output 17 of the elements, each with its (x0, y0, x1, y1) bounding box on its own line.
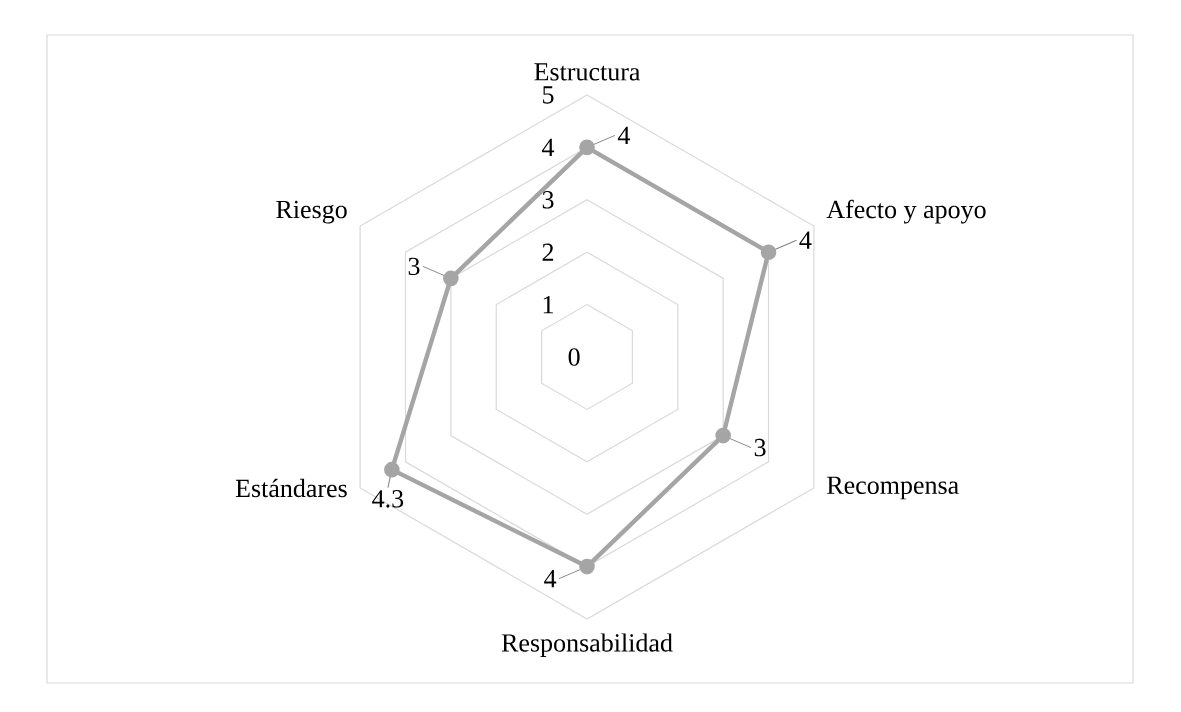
y-tick-label: 2 (542, 243, 554, 261)
spoke-label: Recompensa (827, 476, 959, 500)
y-tick-label: 3 (542, 191, 554, 209)
y-tick-label: 5 (543, 86, 554, 104)
spoke-label: Responsabilidad (501, 633, 673, 657)
y-tick-label: 1 (543, 296, 553, 314)
spoke-label: Afecto y apoyo (826, 199, 986, 224)
data-label: 4 (617, 126, 631, 144)
spoke-label: Estructura (534, 63, 641, 81)
data-label: 3 (754, 438, 766, 457)
y-tick-label: 4 (542, 138, 555, 156)
data-label: 4.3 (372, 490, 404, 508)
y-tick-label: 0 (568, 348, 580, 366)
spoke-label: Estándares (235, 478, 347, 498)
data-label: 4 (799, 231, 812, 249)
spoke-label: Riesgo (276, 200, 347, 224)
data-label: 3 (408, 257, 420, 276)
